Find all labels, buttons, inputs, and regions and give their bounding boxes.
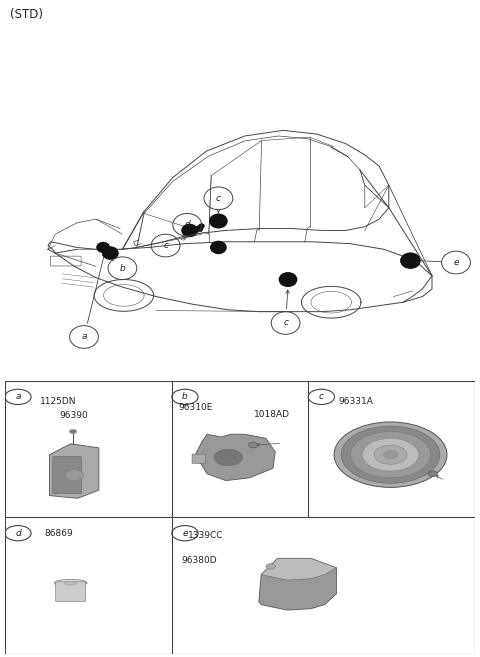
Text: 86869: 86869 bbox=[45, 529, 73, 538]
Polygon shape bbox=[195, 434, 275, 480]
Ellipse shape bbox=[64, 581, 77, 585]
Text: c: c bbox=[216, 194, 221, 203]
Text: d: d bbox=[184, 220, 190, 229]
Text: 96310E: 96310E bbox=[179, 403, 213, 412]
Circle shape bbox=[182, 225, 197, 237]
Text: (STD): (STD) bbox=[10, 7, 43, 20]
Text: b: b bbox=[182, 392, 188, 401]
Circle shape bbox=[279, 273, 297, 286]
Text: c: c bbox=[163, 241, 168, 250]
Circle shape bbox=[341, 426, 440, 484]
Circle shape bbox=[199, 224, 204, 228]
Circle shape bbox=[266, 564, 275, 569]
Polygon shape bbox=[49, 443, 99, 498]
Circle shape bbox=[249, 442, 258, 448]
Text: b: b bbox=[120, 263, 125, 273]
Text: c: c bbox=[283, 319, 288, 327]
Text: 1018AD: 1018AD bbox=[254, 410, 290, 419]
Text: e: e bbox=[453, 258, 459, 267]
Text: 96331A: 96331A bbox=[339, 397, 373, 407]
Text: 1339CC: 1339CC bbox=[188, 531, 224, 540]
Text: 96301A: 96301A bbox=[386, 452, 420, 461]
Text: c: c bbox=[319, 392, 324, 401]
Ellipse shape bbox=[70, 430, 76, 432]
Ellipse shape bbox=[65, 470, 84, 480]
FancyBboxPatch shape bbox=[56, 581, 86, 602]
FancyBboxPatch shape bbox=[192, 454, 205, 463]
Text: 1125DN: 1125DN bbox=[40, 397, 77, 407]
Circle shape bbox=[211, 241, 226, 254]
Circle shape bbox=[401, 253, 420, 268]
Ellipse shape bbox=[54, 579, 87, 586]
Circle shape bbox=[384, 451, 397, 459]
Circle shape bbox=[97, 242, 109, 252]
Text: 96380D: 96380D bbox=[181, 556, 217, 564]
FancyBboxPatch shape bbox=[53, 457, 82, 493]
Polygon shape bbox=[259, 558, 336, 610]
Circle shape bbox=[350, 432, 431, 478]
Text: e: e bbox=[182, 529, 188, 537]
Polygon shape bbox=[261, 558, 336, 580]
Text: a: a bbox=[15, 392, 21, 401]
Circle shape bbox=[210, 214, 227, 228]
Circle shape bbox=[196, 226, 203, 231]
Text: a: a bbox=[81, 332, 87, 342]
Circle shape bbox=[103, 247, 118, 259]
Text: d: d bbox=[15, 529, 21, 537]
Circle shape bbox=[362, 438, 419, 471]
Ellipse shape bbox=[214, 449, 242, 466]
Circle shape bbox=[428, 471, 438, 476]
Circle shape bbox=[334, 422, 447, 487]
Text: 96390: 96390 bbox=[59, 411, 88, 420]
Circle shape bbox=[374, 445, 407, 464]
